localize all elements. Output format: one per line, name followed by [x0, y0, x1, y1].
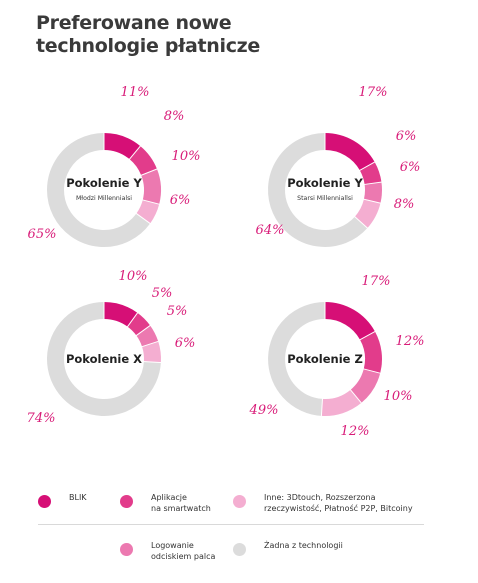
donut-1-slice-3 [141, 169, 161, 205]
donut-2-separator-4 [362, 198, 382, 204]
donut-1-pct-label-2: 8% [164, 109, 185, 124]
donut-3-slice-1 [103, 302, 138, 327]
donut-2-title: Pokolenie Y [287, 176, 363, 190]
donut-3-pct-label-3: 5% [167, 304, 188, 319]
donut-1-slice-1 [103, 133, 141, 160]
donut-4-separator-4 [349, 388, 363, 405]
donut-4-pct-label-5: 49% [249, 403, 279, 418]
donut-4-slice-3 [350, 368, 381, 403]
donut-1-separator-4 [141, 199, 161, 205]
donut-2-separator-3 [363, 181, 383, 186]
donut-4-separator-3 [362, 368, 382, 374]
donut-2-slice-5 [268, 133, 368, 247]
donut-1-separator-2 [128, 144, 142, 161]
donut-3-pct-label-4: 6% [175, 336, 196, 351]
donut-2-slice-3 [363, 182, 382, 204]
donut-2-pct-label-4: 8% [394, 197, 415, 212]
donut-4-slice-4 [321, 389, 362, 416]
donut-1-slice-2 [129, 146, 157, 176]
donut-3-slice-2 [127, 312, 151, 336]
donut-3-pct-label-1: 10% [119, 269, 148, 284]
title-line-2: technologie płatnicze [36, 35, 261, 57]
donut-4-separator-5 [320, 397, 324, 417]
donut-4-pct-label-3: 10% [384, 389, 413, 404]
donut-1-separator-5 [135, 212, 152, 225]
donut-1-pct-label-5: 65% [28, 227, 57, 242]
donut-1-slice-4 [136, 199, 160, 224]
donut-4-pct-label-1: 17% [362, 274, 391, 289]
donut-4-separator-2 [358, 330, 377, 341]
donut-2-pct-label-3: 6% [400, 160, 421, 175]
donut-2-separator-5 [353, 215, 369, 230]
donut-3-separator-5 [142, 360, 162, 364]
donut-4-slice-1 [324, 302, 375, 341]
title-line-1: Preferowane nowe [36, 12, 232, 34]
donut-3-pct-label-2: 5% [152, 286, 173, 301]
donut-1-subtitle: Młodzi Millennialsi [76, 195, 132, 202]
donut-3-slice-4 [141, 341, 161, 363]
donut-2-subtitle: Starsi Millenniallsi [297, 195, 353, 202]
donut-1-pct-label-4: 6% [170, 193, 191, 208]
donut-2-slice-1 [324, 133, 375, 171]
donut-2-pct-label-2: 6% [396, 129, 417, 144]
donut-2-slice-4 [354, 198, 381, 229]
donut-3-slice-3 [136, 325, 159, 347]
donut-4-pct-label-2: 12% [396, 334, 425, 349]
donut-4-slice-5 [268, 302, 326, 416]
donut-3-separator-4 [140, 340, 160, 348]
donut-2-separator-2 [358, 161, 376, 172]
donut-2-pct-label-1: 17% [359, 85, 388, 100]
page-title: Preferowane nowe technologie płatnicze [36, 12, 296, 58]
donut-1-separator-3 [140, 168, 159, 177]
donut-2-pct-label-5: 64% [256, 223, 285, 238]
donut-4-title: Pokolenie Z [287, 352, 363, 366]
donut-1-slice-5 [47, 133, 151, 247]
donut-3-separator-2 [126, 311, 139, 328]
donut-2-slice-2 [359, 162, 382, 185]
donut-3-slice-5 [47, 302, 161, 416]
donut-4-pct-label-4: 12% [341, 424, 370, 439]
donut-1-pct-label-3: 10% [172, 149, 201, 164]
donut-4-slice-2 [359, 331, 382, 374]
donut-3-separator-3 [135, 324, 152, 337]
donut-3-pct-label-5: 74% [27, 411, 56, 426]
donut-3-title: Pokolenie X [66, 352, 142, 366]
donut-1-pct-label-1: 11% [121, 85, 150, 100]
donut-1-title: Pokolenie Y [66, 176, 142, 190]
